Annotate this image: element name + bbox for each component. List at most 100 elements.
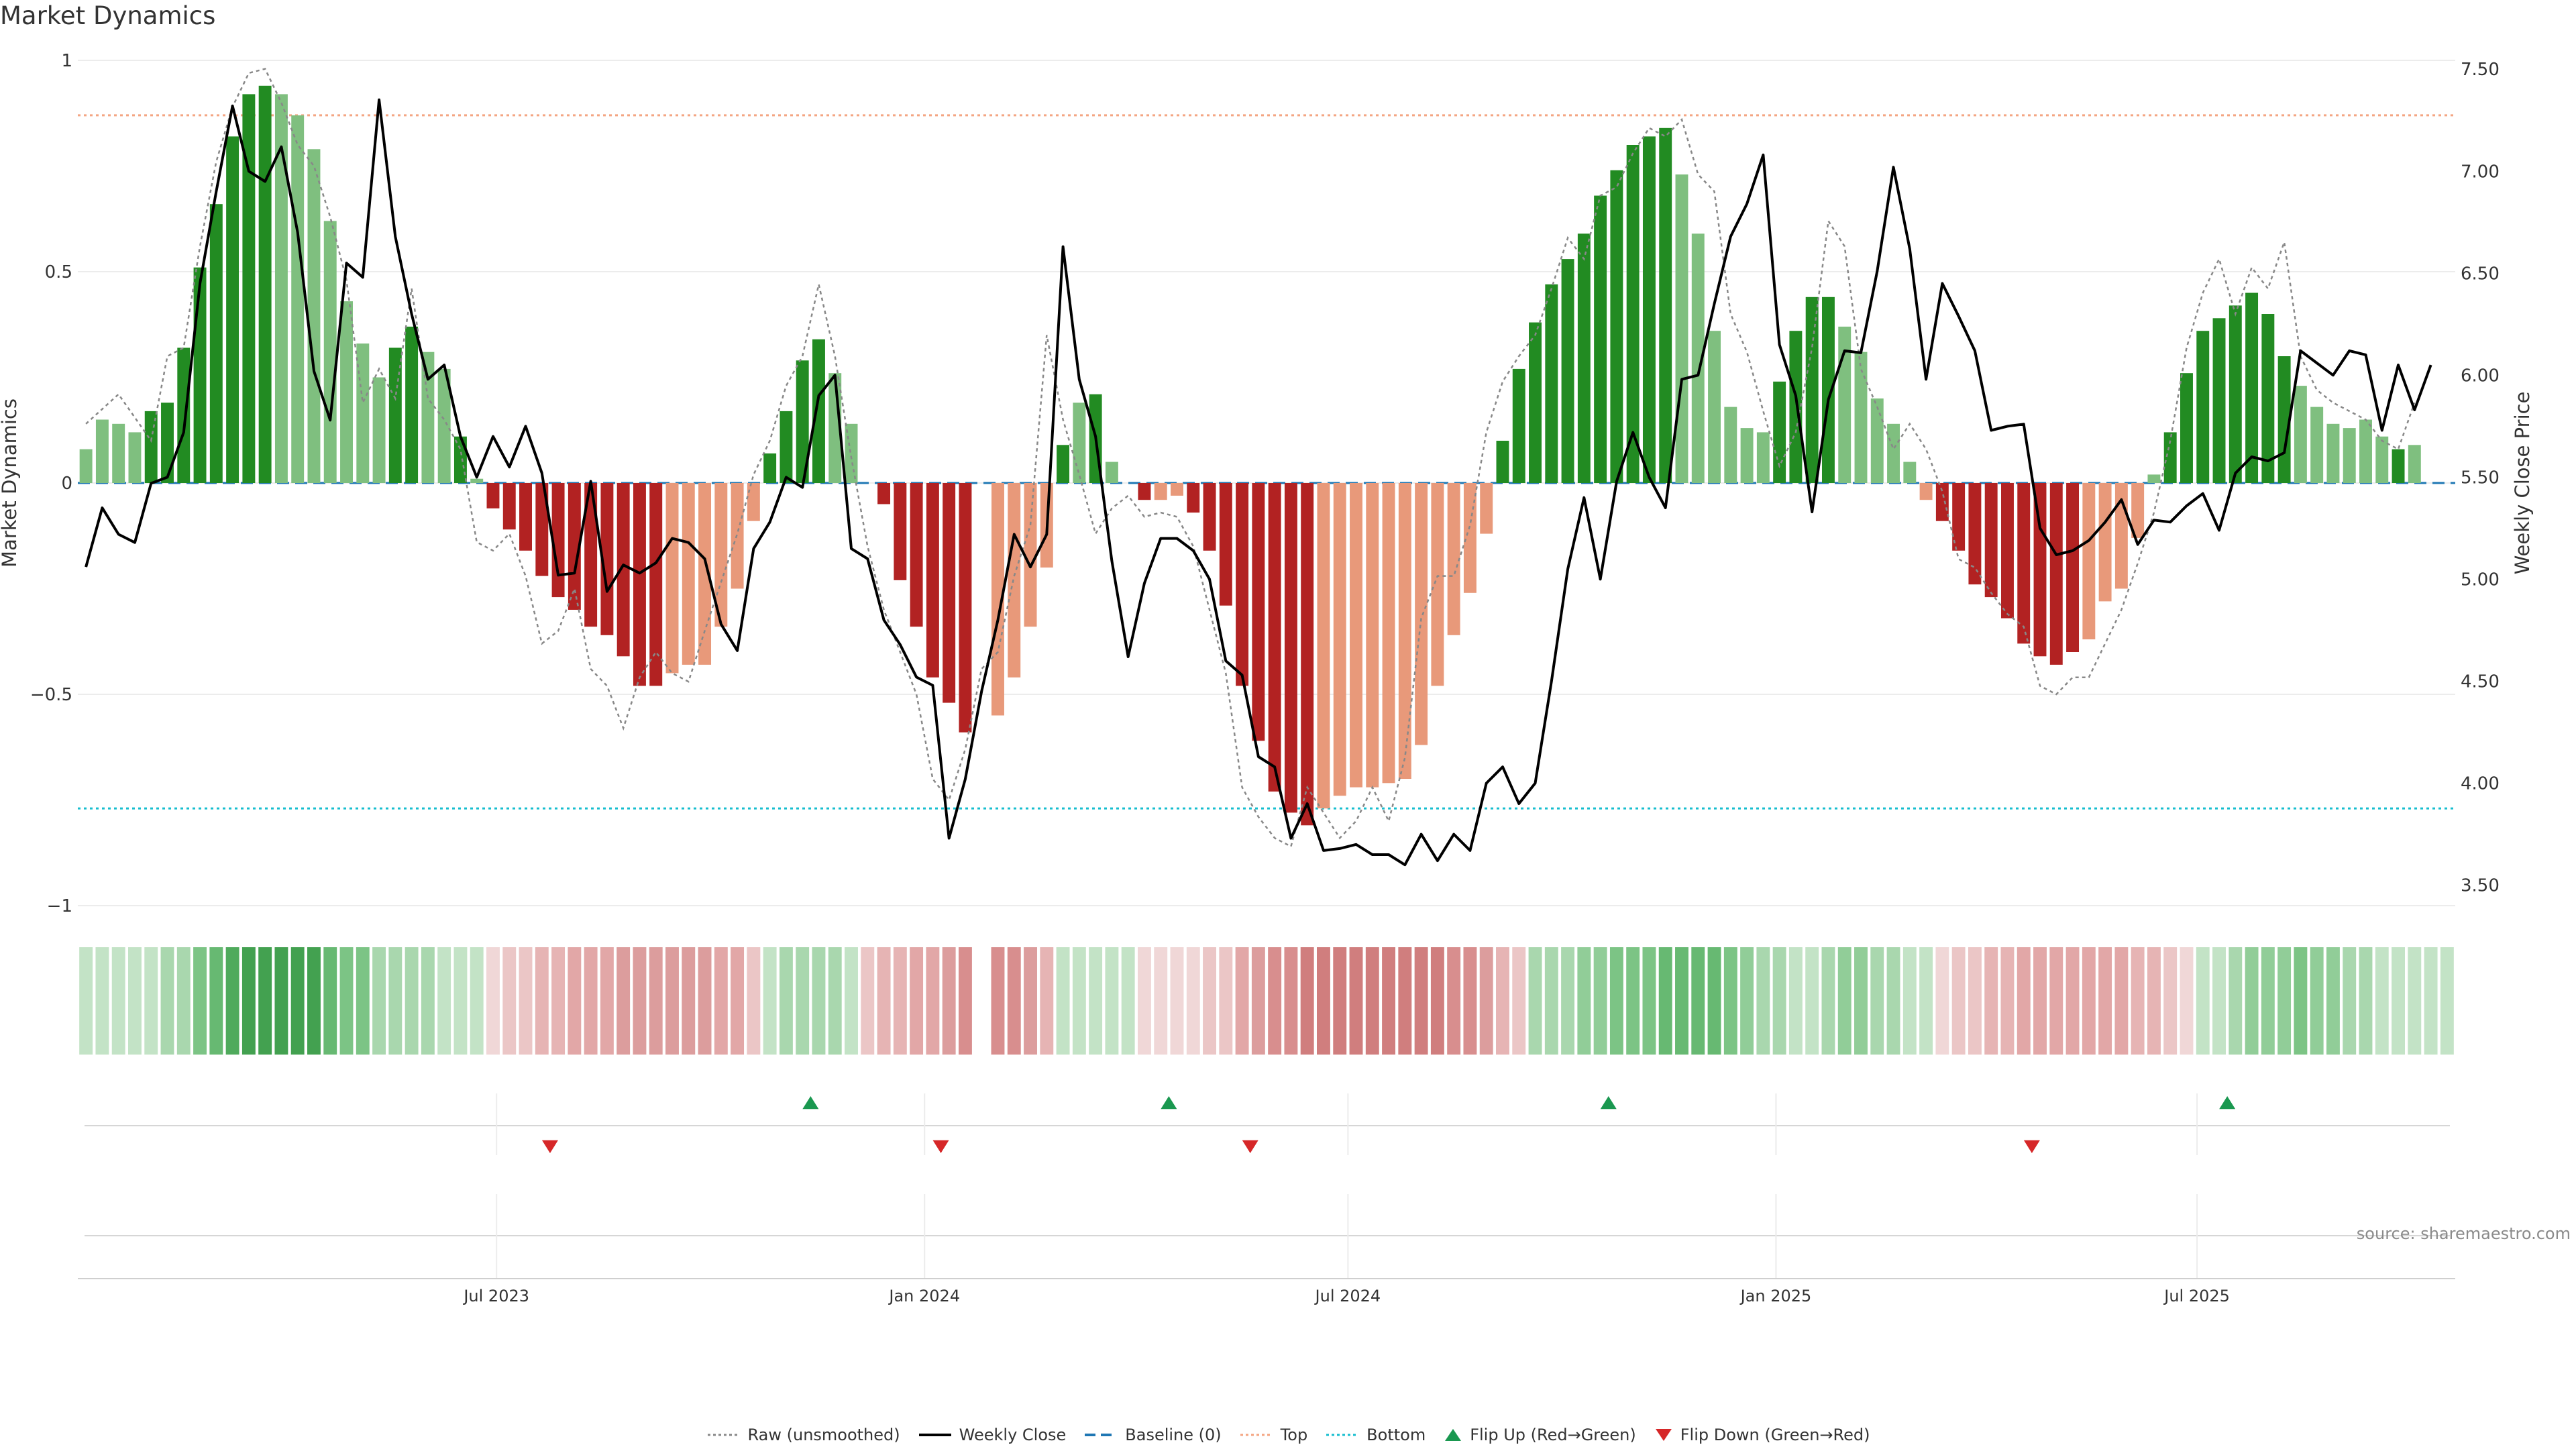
strip-cell [1024,947,1037,1055]
strip-cell [2359,947,2373,1055]
bar [763,453,777,483]
legend-item-baseline: Baseline (0) [1083,1426,1222,1444]
strip-cell [2212,947,2226,1055]
strip-cell [1349,947,1363,1055]
bar [551,483,565,598]
bar [502,483,516,530]
strip-cell [1561,947,1575,1055]
strip-cell [1675,947,1688,1055]
strip-cell [128,947,142,1055]
strip-cell [1577,947,1591,1055]
strip-cell [1186,947,1200,1055]
strip-cell [1919,947,1933,1055]
bar [470,478,484,483]
bar [307,149,321,484]
strip-cell [1365,947,1379,1055]
bar [1138,483,1151,500]
bar [1268,483,1281,792]
bar [1805,297,1819,483]
strip-cell [910,947,924,1055]
strip-cell [1154,947,1168,1055]
raw-series [85,68,2416,848]
y2-tick-label: 7.00 [2461,162,2500,182]
strip-cell [176,947,191,1055]
strip-cell [193,947,207,1055]
strip-cell [1544,947,1558,1055]
bar [1610,170,1623,484]
bar [1594,195,1607,483]
bar [1919,483,1933,500]
strip-cell [2196,947,2210,1055]
bar [1756,432,1770,483]
flip-down-marker [541,1140,558,1153]
legend-item-weekly-close: Weekly Close [918,1426,1066,1444]
bar [2066,483,2080,652]
strip-cell [747,947,761,1055]
strip-cell [731,947,745,1055]
bar [1724,407,1737,483]
y2-tick-label: 6.00 [2461,366,2500,386]
bar [486,483,500,508]
strip-cell [1707,947,1721,1055]
strip-cell [1284,947,1298,1055]
strip-cell [600,947,614,1055]
strip-cell [1968,947,1982,1055]
bar [1870,398,1884,483]
strip-cell [388,947,402,1055]
bar [1333,483,1346,796]
bar [2392,449,2405,483]
bar [1789,331,1803,483]
y-axis-label: Market Dynamics [0,398,21,568]
strip-cell [307,947,321,1055]
bar [2375,436,2389,483]
bar [2277,356,2291,483]
strip-cell [1951,947,1966,1055]
strip-cell [1056,947,1070,1055]
bar [2163,432,2177,483]
bar [943,483,956,703]
bar [616,483,630,657]
bar [1057,445,1070,483]
strip-cell [372,947,386,1055]
bar [1350,483,1362,788]
bar [2212,318,2226,483]
flip-up-marker [2219,1096,2236,1110]
legend-item-raw: Raw (unsmoothed) [706,1426,900,1444]
y2-tick-label: 6.50 [2461,264,2500,284]
strip-cell [1854,947,1868,1055]
bar [1301,483,1314,826]
y2-tick-label: 5.00 [2461,570,2500,590]
strip-cell [160,947,174,1055]
strip-cell [649,947,663,1055]
bar [991,483,1004,716]
bar [1708,331,1721,483]
bar [2326,423,2340,483]
strip-cell [2180,947,2194,1055]
bar [812,339,825,483]
y2-axis-label: Weekly Close Price [2511,392,2534,575]
strip-cell [926,947,940,1055]
bar [2000,483,2014,619]
strip-cell [2114,947,2129,1055]
dotted-line-icon [1326,1434,1359,1436]
strip-cell [2082,947,2096,1055]
bar [144,411,158,483]
bar [877,483,891,504]
bar [568,483,581,610]
bar [2082,483,2096,640]
strip-cell [1414,947,1428,1055]
bar [926,483,939,678]
strip-cell [828,947,842,1055]
bar [1252,483,1265,741]
bar [600,483,614,635]
bar [2343,428,2356,483]
strip-cell [1121,947,1135,1055]
legend-label: Raw (unsmoothed) [747,1426,900,1444]
bar [453,436,467,483]
strip-cell [1398,947,1412,1055]
bar [1626,145,1640,483]
strip-cell [2343,947,2357,1055]
date-axis-panel: Jul 2023 Jan 2024 Jul 2024 Jan 2025 Jul 2025 [78,1194,2455,1305]
bar [1740,428,1754,483]
y-tick-label: −0.5 [30,685,72,705]
